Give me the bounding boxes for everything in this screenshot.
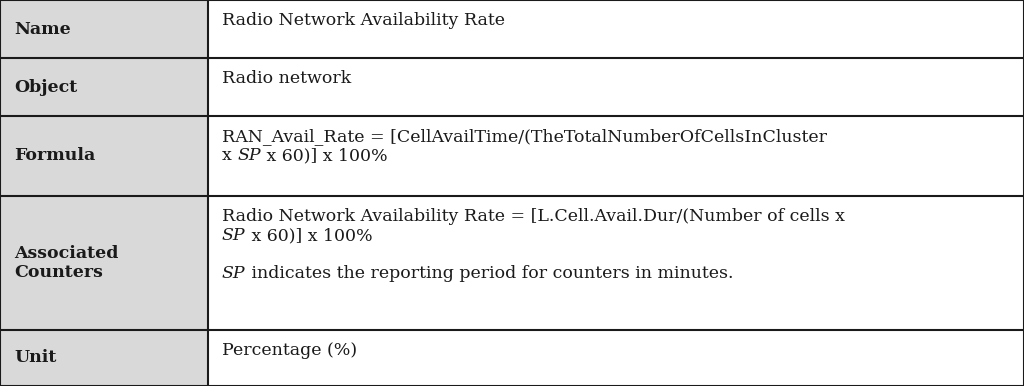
- Text: indicates the reporting period for counters in minutes.: indicates the reporting period for count…: [246, 265, 733, 282]
- Text: Unit: Unit: [14, 349, 56, 366]
- Text: x 60)] x 100%: x 60)] x 100%: [246, 227, 373, 244]
- Bar: [208, 116, 1024, 196]
- Text: SP: SP: [222, 227, 246, 244]
- Text: Percentage (%): Percentage (%): [222, 342, 357, 359]
- Text: Radio Network Availability Rate: Radio Network Availability Rate: [222, 12, 505, 29]
- Text: x: x: [222, 147, 238, 164]
- Text: Associated
Counters: Associated Counters: [14, 245, 119, 281]
- Bar: [0, 58, 208, 116]
- Bar: [208, 196, 1024, 330]
- Text: RAN_Avail_Rate = [CellAvailTime/(TheTotalNumberOfCellsInCluster: RAN_Avail_Rate = [CellAvailTime/(TheTota…: [222, 128, 827, 145]
- Bar: [0, 196, 208, 330]
- Bar: [208, 58, 1024, 116]
- Text: SP: SP: [238, 147, 261, 164]
- Text: SP: SP: [222, 265, 246, 282]
- Text: Radio network: Radio network: [222, 70, 351, 87]
- Bar: [208, 0, 1024, 58]
- Bar: [0, 330, 208, 386]
- Bar: [0, 116, 208, 196]
- Bar: [0, 0, 208, 58]
- Bar: [208, 330, 1024, 386]
- Text: x 60)] x 100%: x 60)] x 100%: [261, 147, 387, 164]
- Text: Radio Network Availability Rate = [L.Cell.Avail.Dur/(Number of cells x: Radio Network Availability Rate = [L.Cel…: [222, 208, 845, 225]
- Text: Formula: Formula: [14, 147, 95, 164]
- Text: Object: Object: [14, 78, 77, 95]
- Text: Name: Name: [14, 20, 71, 37]
